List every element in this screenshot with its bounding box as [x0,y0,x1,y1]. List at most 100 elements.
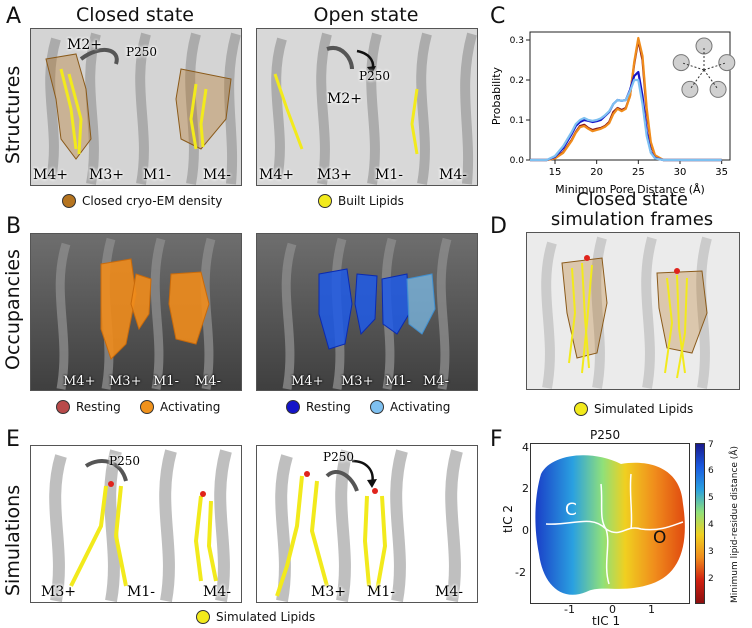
protein-cartoon [271,32,477,185]
y-tick-label: 0.0 [510,156,525,166]
plot-frame [529,31,731,161]
panel-letter-d: D [490,214,507,239]
x-tick-label: 20 [590,167,603,178]
legend-label: Simulated Lipids [594,402,694,416]
f-ytick-minus2: -2 [515,566,526,579]
label-m3plus: M3+ [109,374,142,389]
protein-cartoon [45,32,241,185]
panel-d-title-line2: simulation frames [550,209,714,230]
occupancy-render [55,237,216,390]
legend-dot [370,400,384,414]
panel-letter-e: E [6,427,20,452]
legend-label: Activating [160,400,221,414]
legend-dot [56,400,70,414]
x-tick-label: 30 [674,167,687,178]
legend-label: Simulated Lipids [216,610,316,624]
cbar-tick-6: 6 [708,466,714,476]
label-m4minus: M4- [439,167,467,183]
panel-e-left-image: P250 M3+ M1- M4- [30,445,242,603]
label-m1minus: M1- [385,374,411,389]
panel-f-plot: C O [530,443,690,604]
label-m3plus: M3+ [341,374,374,389]
label-m1minus: M1- [143,167,171,183]
label-m1minus: M1- [127,584,155,600]
region-label-open: O [653,528,667,548]
panel-e-legend-lipids: Simulated Lipids [196,610,315,624]
label-m4plus: M4+ [63,374,96,389]
legend-label: Activating [390,400,451,414]
panel-a-open-image: P250 M2+ M4+ M3+ M1- M4- [256,28,478,186]
cbar-tick-5: 5 [708,493,714,503]
label-p250: P250 [359,69,390,83]
panel-letter-c: C [490,4,506,29]
label-m4minus: M4- [195,374,221,389]
panel-e-right-image: P250 M3+ M1- M4- [256,445,478,603]
occupancy-render [281,237,452,390]
legend-label: Resting [76,400,121,414]
cbar-tick-7: 7 [708,440,714,450]
tic-heatmap [535,455,685,595]
panel-letter-b: B [6,214,22,239]
panel-b-legend-left-activating: Activating [140,400,220,414]
panel-a-closed-title: Closed state [76,4,194,26]
panel-d-title-line1: Closed state [576,189,688,210]
label-m4plus: M4+ [33,167,68,183]
legend-dot [196,610,210,624]
panel-f-title: P250 [590,428,621,442]
legend-dot [318,194,332,208]
label-m3plus: M3+ [311,584,346,600]
row-label-structures: Structures [2,65,24,165]
panel-letter-a: A [6,4,22,29]
x-tick-label: 25 [632,167,645,178]
label-m3plus: M3+ [89,167,124,183]
panel-a-open-title: Open state [313,4,419,26]
cbar-tick-4: 4 [708,520,714,530]
panel-b-left-image: M4+ M3+ M1- M4- [30,233,242,391]
f-xtick-1: 1 [648,603,655,616]
f-xtick-minus1: -1 [564,603,575,616]
colorbar [695,443,705,604]
label-m1minus: M1- [153,374,179,389]
f-ytick-2: 2 [522,482,529,495]
x-tick-label: 35 [715,167,728,178]
series-line-1 [530,36,722,162]
y-tick-label: 0.1 [510,116,524,126]
label-m1minus: M1- [375,167,403,183]
simulation-render [275,449,463,602]
f-xlabel: tIC 1 [592,614,621,628]
label-m3plus: M3+ [317,167,352,183]
panel-b-legend-left-resting: Resting [56,400,121,414]
label-p250: P250 [323,450,354,464]
legend-dot [140,400,154,414]
legend-label: Closed cryo-EM density [82,194,223,208]
label-m4minus: M4- [423,374,449,389]
panel-letter-f: F [490,427,503,452]
f-ytick-4: 4 [522,441,529,454]
legend-dot [286,400,300,414]
y-tick-label: 0.3 [510,36,524,46]
label-m4plus: M4+ [259,167,294,183]
label-m4minus: M4- [203,167,231,183]
f-xtick-0: 0 [609,603,616,616]
panel-b-right-image: M4+ M3+ M1- M4- [256,233,478,391]
panel-a-legend-lipids: Built Lipids [318,194,404,208]
y-axis-label: Probability [490,66,503,125]
legend-label: Built Lipids [338,194,404,208]
series-line-3 [530,78,722,162]
legend-label: Resting [306,400,351,414]
label-m3plus: M3+ [41,584,76,600]
panel-b-legend-right-resting: Resting [286,400,351,414]
label-m2plus: M2+ [67,37,102,53]
label-p250: P250 [109,454,140,468]
panel-d-image [526,232,740,390]
row-label-simulations: Simulations [2,484,24,596]
panel-a-legend-density: Closed cryo-EM density [62,194,222,208]
y-tick-label: 0.2 [510,76,524,86]
f-ylabel: tIC 2 [501,504,516,534]
label-m2plus: M2+ [327,91,362,107]
pore-inset-icon [672,37,736,98]
label-p250: P250 [126,45,157,59]
colorbar-label: Minimum lipid-residue distance (Å) [730,446,740,604]
x-axis-label: Minimum Pore Distance (Å) [555,183,705,196]
label-m4minus: M4- [203,584,231,600]
